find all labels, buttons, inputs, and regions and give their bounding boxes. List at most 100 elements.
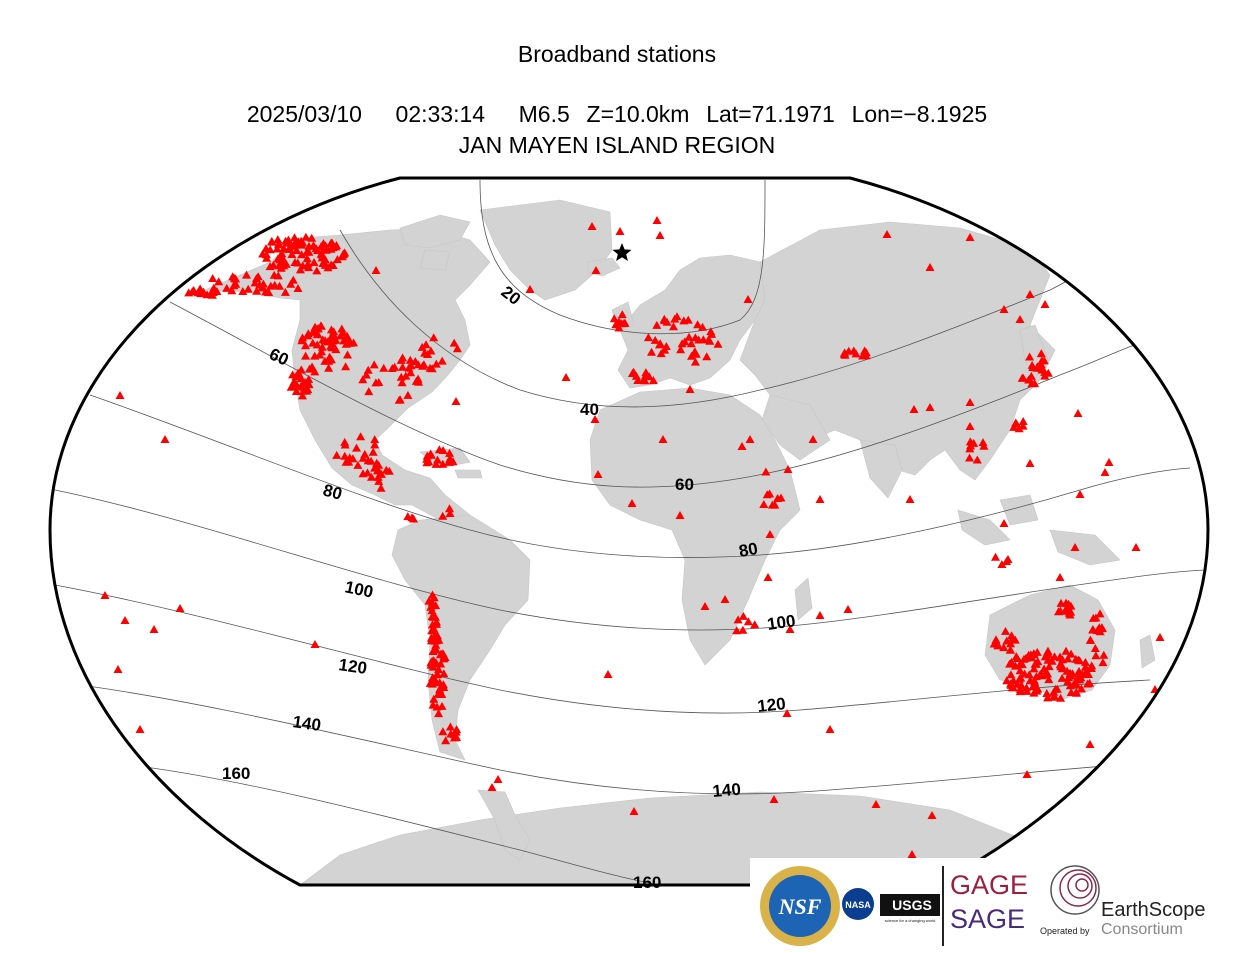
triangle-icon (339, 336, 349, 345)
triangle-icon (738, 625, 748, 634)
triangle-icon (431, 459, 441, 468)
triangle-icon (997, 560, 1007, 568)
triangle-icon (1043, 669, 1053, 678)
triangle-icon (659, 314, 669, 323)
triangle-icon (966, 441, 975, 450)
triangle-icon (1035, 670, 1045, 678)
event-info-line: 2025/03/10 02:33:14 M6.5 Z=10.0km Lat=71… (0, 100, 1234, 128)
triangle-icon (275, 281, 284, 290)
triangle-icon (1055, 573, 1065, 581)
triangle-icon (312, 266, 322, 275)
triangle-icon (286, 279, 296, 288)
triangle-icon (422, 454, 432, 463)
logo-divider (942, 866, 944, 946)
triangle-icon (1070, 543, 1080, 551)
triangle-icon (882, 230, 892, 238)
triangle-icon (286, 382, 296, 391)
triangle-icon (445, 722, 455, 731)
triangle-icon (301, 351, 311, 360)
triangle-icon (438, 446, 448, 454)
triangle-icon (765, 489, 775, 498)
triangle-icon (434, 635, 444, 644)
triangle-icon (403, 512, 413, 521)
contour-120 (54, 584, 1151, 714)
triangle-icon (310, 640, 320, 648)
triangle-icon (1040, 300, 1050, 308)
svg-text:science for a changing world: science for a changing world (885, 918, 936, 923)
contour-label: 120 (337, 655, 368, 678)
triangle-icon (1098, 658, 1108, 667)
triangle-icon (417, 342, 427, 351)
triangle-icon (238, 287, 248, 295)
triangle-icon (301, 341, 310, 350)
triangle-icon (363, 468, 372, 477)
triangle-icon (609, 314, 619, 323)
triangle-icon (317, 342, 327, 351)
contour-label: 140 (712, 780, 742, 801)
triangle-icon (428, 700, 438, 709)
triangle-icon (770, 500, 780, 509)
triangle-icon (759, 500, 769, 508)
triangle-icon (615, 227, 625, 235)
triangle-icon (261, 244, 271, 253)
svg-text:USGS: USGS (892, 897, 932, 913)
contour-60 (169, 301, 1151, 488)
triangle-icon (431, 640, 441, 649)
triangle-icon (676, 345, 686, 354)
triangle-icon (285, 244, 295, 253)
event-lon: Lon=−8.1925 (851, 101, 988, 127)
triangle-icon (1074, 667, 1084, 675)
triangle-icon (1066, 688, 1076, 696)
triangle-icon (815, 611, 825, 619)
triangle-icon (207, 290, 217, 299)
triangle-icon (1155, 633, 1165, 641)
triangle-icon (1076, 684, 1086, 693)
triangle-icon (925, 403, 935, 411)
triangle-icon (437, 356, 447, 365)
triangle-icon (1018, 421, 1028, 430)
contour-label: 60 (675, 475, 694, 494)
triangle-icon (292, 380, 301, 389)
triangle-icon (269, 270, 279, 279)
triangle-icon (617, 310, 627, 319)
contour-label: 80 (321, 481, 344, 504)
triangle-icon (687, 351, 696, 360)
triangle-icon (332, 255, 342, 264)
triangle-icon (253, 272, 263, 281)
triangle-icon (135, 725, 145, 733)
triangle-icon (449, 338, 459, 347)
triangle-icon (266, 281, 276, 290)
triangle-icon (267, 237, 277, 246)
triangle-icon (720, 595, 730, 603)
triangle-icon (261, 250, 271, 259)
triangle-icon (340, 248, 350, 257)
triangle-icon (303, 385, 313, 394)
triangle-icon (425, 363, 435, 372)
triangle-icon (276, 250, 286, 259)
triangle-icon (293, 258, 303, 267)
triangle-icon (366, 456, 376, 465)
triangle-icon (965, 422, 975, 430)
triangle-icon (261, 287, 271, 296)
triangle-icon (397, 378, 407, 387)
triangle-icon (614, 323, 624, 332)
triangle-icon (394, 395, 404, 404)
triangle-icon (302, 247, 312, 256)
triangle-icon (1028, 682, 1038, 691)
triangle-icon (825, 725, 835, 733)
svg-text:NSF: NSF (778, 894, 822, 919)
triangle-icon (445, 448, 454, 457)
triangle-icon (435, 689, 445, 698)
triangle-icon (243, 284, 253, 293)
triangle-icon (561, 373, 571, 381)
triangle-icon (231, 279, 241, 288)
triangle-icon (603, 670, 613, 678)
triangle-icon (979, 441, 989, 450)
triangle-icon (525, 285, 535, 293)
triangle-icon (1024, 670, 1034, 679)
contour-label: 160 (222, 764, 250, 783)
triangle-icon (279, 244, 289, 253)
triangle-icon (761, 467, 771, 476)
triangle-icon (297, 382, 307, 391)
triangle-icon (160, 435, 170, 443)
